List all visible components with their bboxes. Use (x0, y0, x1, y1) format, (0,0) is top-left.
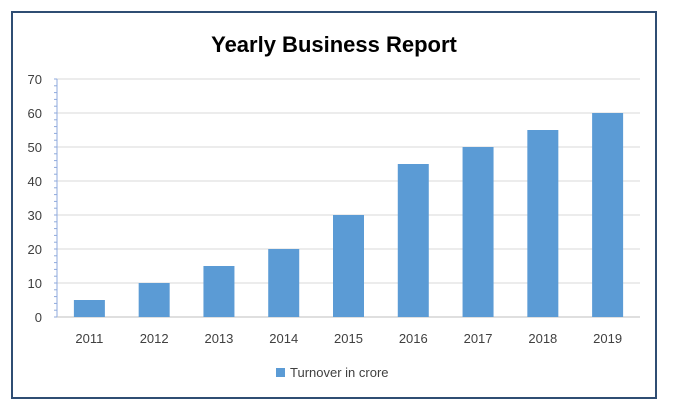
legend-swatch (276, 368, 285, 377)
x-tick-label-2013: 2013 (204, 331, 233, 346)
bar-2015 (333, 215, 364, 317)
bar-2011 (73, 300, 105, 317)
x-tick-label-2011: 2011 (75, 331, 103, 346)
x-tick-label-2017: 2017 (464, 331, 493, 346)
tick-labels: 0 10 20 30 40 50 60 70 2011 2012 2013 2014 2015 2016 2… (28, 72, 623, 346)
bar-2017 (462, 147, 494, 317)
y-tick-label-70: 70 (28, 72, 42, 87)
bar-2019 (592, 113, 624, 317)
legend: Turnover in crore (276, 365, 389, 380)
x-tick-label-2012: 2012 (140, 331, 169, 346)
bar-2014 (268, 249, 300, 317)
bar-2012 (138, 283, 170, 317)
y-tick-label-10: 10 (28, 276, 42, 291)
x-tick-label-2019: 2019 (593, 331, 622, 346)
bars (73, 113, 624, 317)
chart-title: Yearly Business Report (211, 32, 457, 57)
y-tick-label-40: 40 (28, 174, 42, 189)
bar-2018 (527, 130, 559, 317)
y-tick-label-30: 30 (28, 208, 42, 223)
legend-label: Turnover in crore (290, 365, 389, 380)
x-tick-label-2018: 2018 (528, 331, 557, 346)
y-tick-label-50: 50 (28, 140, 42, 155)
y-tick-label-0: 0 (35, 310, 42, 325)
x-tick-label-2014: 2014 (269, 331, 298, 346)
bar-2016 (397, 164, 429, 317)
y-tick-label-20: 20 (28, 242, 42, 257)
bar-2013 (203, 266, 235, 317)
y-tick-label-60: 60 (28, 106, 42, 121)
x-tick-label-2015: 2015 (334, 331, 363, 346)
x-tick-label-2016: 2016 (399, 331, 428, 346)
